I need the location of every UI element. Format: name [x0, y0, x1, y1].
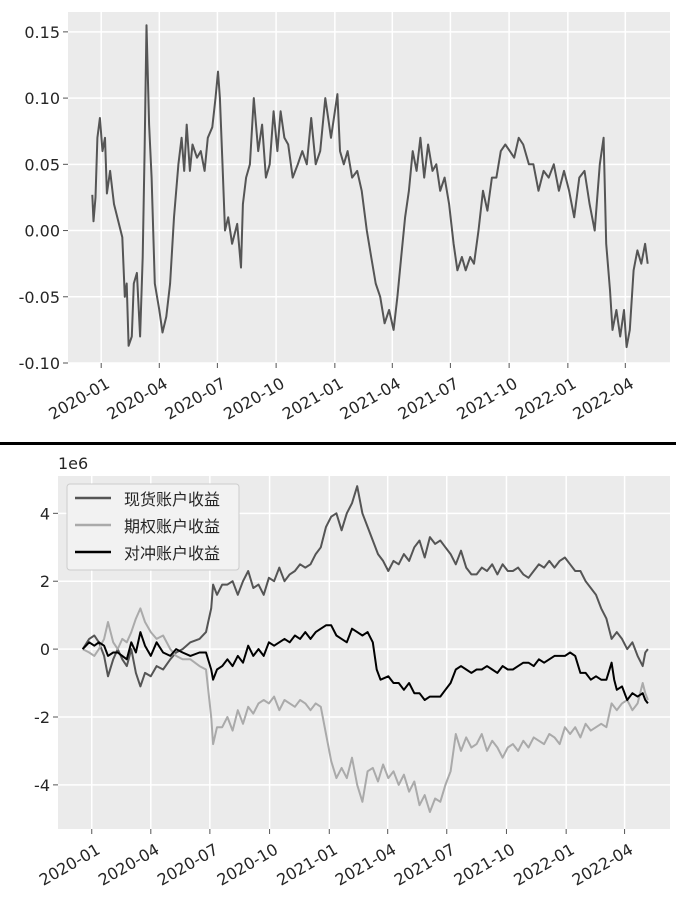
series-line-1	[82, 607, 649, 813]
x-tick-label: 2021-04	[332, 840, 399, 890]
x-tick-label: 2021-10	[451, 840, 518, 890]
legend-label-hedge: 对冲账户收益	[124, 544, 220, 563]
top-chart-x-axis: 2020-012020-042020-072020-102021-012021-…	[45, 363, 637, 424]
y-tick-label: 4	[40, 504, 50, 523]
x-tick-label: 2020-04	[103, 374, 170, 424]
x-tick-label: 2021-07	[391, 840, 458, 890]
y-tick-label: -2	[34, 708, 50, 727]
legend-box	[66, 483, 240, 571]
top-chart-grid	[68, 12, 670, 364]
y-tick-label: 2	[40, 572, 50, 591]
x-tick-label: 2021-10	[453, 374, 520, 424]
bottom-chart-legend: 现货账户收益 期权账户收益 对冲账户收益	[66, 483, 240, 571]
panel-divider	[0, 442, 676, 445]
y-tick-label: -0.05	[19, 288, 60, 307]
x-tick-label: 2020-10	[214, 840, 281, 890]
x-tick-label: 2022-01	[512, 374, 579, 424]
y-tick-label: 0	[40, 640, 50, 659]
bottom-chart-grid	[58, 476, 670, 829]
x-tick-label: 2021-01	[273, 840, 340, 890]
x-tick-label: 2022-04	[570, 374, 637, 424]
x-tick-label: 2021-07	[395, 374, 462, 424]
bottom-chart-x-axis: 2020-012020-042020-072020-102021-012021-…	[36, 829, 636, 890]
x-tick-label: 2020-07	[154, 840, 221, 890]
legend-label-spot: 现货账户收益	[124, 490, 220, 509]
x-tick-label: 2021-04	[336, 374, 403, 424]
x-tick-label: 2020-01	[45, 374, 112, 424]
x-tick-label: 2022-01	[510, 840, 577, 890]
series-line-0	[91, 24, 649, 349]
series-line-2	[81, 624, 649, 705]
y-tick-label: 0.05	[24, 155, 60, 174]
x-tick-label: 2020-01	[36, 840, 103, 890]
series-line-0	[81, 485, 649, 688]
top-chart-plot-area	[68, 12, 670, 363]
x-tick-label: 2020-04	[95, 840, 162, 890]
y-tick-label: 0.00	[24, 222, 60, 241]
bottom-chart-y-scale-label: 1e6	[58, 454, 88, 473]
y-tick-label: 0.10	[24, 89, 60, 108]
y-tick-label: 0.15	[24, 23, 60, 42]
x-tick-label: 2020-07	[162, 374, 229, 424]
top-chart-series	[91, 24, 649, 349]
legend-label-option: 期权账户收益	[124, 517, 220, 536]
x-tick-label: 2021-01	[279, 374, 346, 424]
y-tick-label: -4	[34, 776, 50, 795]
x-tick-label: 2022-04	[569, 840, 636, 890]
top-chart-y-axis: 0.15 0.10 0.05 0.00 -0.05 -0.10	[19, 23, 68, 373]
y-tick-label: -0.10	[19, 354, 60, 373]
bottom-chart-series	[81, 485, 649, 813]
x-tick-label: 2020-10	[220, 374, 287, 424]
bottom-chart-y-axis: 4 2 0 -2 -4	[34, 504, 58, 795]
